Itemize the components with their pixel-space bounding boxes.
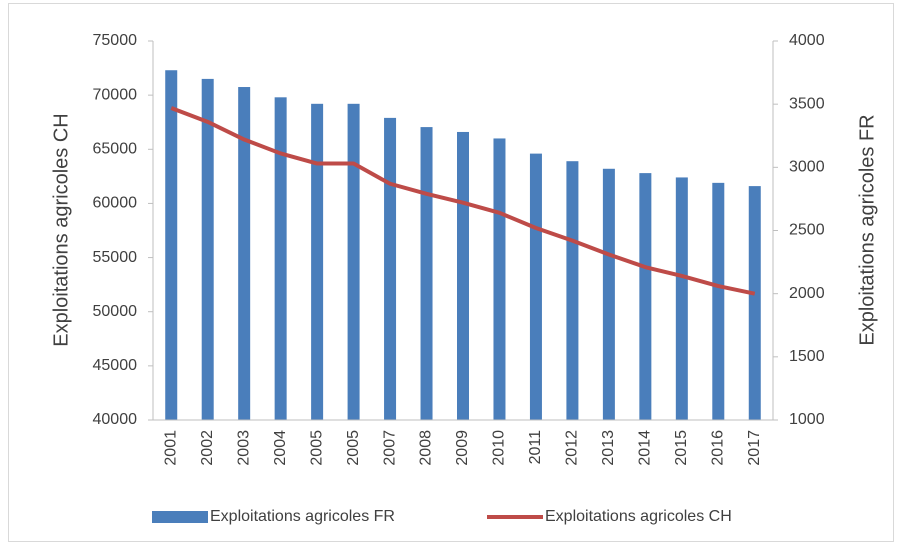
legend-label: Exploitations agricoles CH (545, 508, 732, 525)
bar (712, 182, 725, 420)
y-tick-label: 40000 (93, 411, 138, 428)
x-tick-label: 2009 (454, 430, 471, 466)
bar (457, 131, 469, 420)
y-axis-label: Exploitations agricoles CH (50, 113, 72, 346)
bar (493, 138, 506, 420)
bar (238, 87, 251, 421)
y-tick-label: 70000 (93, 86, 138, 103)
y2-tick-label: 2500 (789, 222, 825, 239)
x-tick-label: 2008 (418, 430, 435, 466)
legend-label: Exploitations agricoles FR (210, 508, 395, 525)
x-tick-label: 2003 (235, 430, 252, 466)
bar (274, 97, 287, 421)
y-tick-label: 60000 (93, 195, 138, 212)
x-tick-label: 2010 (491, 430, 508, 466)
legend-swatch (152, 511, 208, 523)
bar (347, 103, 360, 420)
x-tick-label: 2005 (308, 430, 325, 466)
x-tick-label: 2016 (710, 430, 727, 466)
y2-tick-label: 1500 (789, 348, 825, 365)
y2-axis-label: Exploitations agricoles FR (856, 114, 878, 345)
bar (566, 161, 579, 420)
y-tick-label: 45000 (93, 357, 138, 374)
y-tick-label: 50000 (93, 303, 138, 320)
x-tick-label: 2001 (162, 430, 179, 466)
y2-tick-label: 1000 (789, 411, 825, 428)
chart-border (8, 3, 894, 542)
bar (529, 153, 542, 421)
x-tick-label: 2005 (345, 430, 362, 466)
y2-tick-label: 3500 (789, 95, 825, 112)
bar (384, 117, 397, 420)
x-tick-label: 2002 (199, 430, 216, 466)
x-tick-label: 2004 (272, 430, 289, 466)
y2-tick-label: 3000 (789, 159, 825, 176)
bar (165, 70, 178, 420)
x-tick-label: 2017 (746, 430, 763, 466)
x-tick-label: 2007 (381, 430, 398, 466)
x-tick-label: 2014 (637, 430, 654, 466)
bar (639, 173, 652, 420)
x-tick-label: 2015 (673, 430, 690, 466)
bar (420, 127, 433, 420)
bar (675, 177, 688, 420)
bar (602, 168, 615, 420)
x-tick-label: 2011 (527, 430, 544, 465)
y-tick-label: 65000 (93, 141, 138, 158)
y-tick-label: 75000 (93, 32, 138, 49)
y2-tick-label: 2000 (789, 285, 825, 302)
bar (748, 186, 761, 420)
y2-tick-label: 4000 (789, 32, 825, 49)
line (170, 106, 756, 296)
x-tick-label: 2012 (564, 430, 581, 466)
bar (201, 78, 214, 421)
x-tick-label: 2013 (600, 430, 617, 466)
bar (311, 103, 324, 420)
y-tick-label: 55000 (93, 249, 138, 266)
